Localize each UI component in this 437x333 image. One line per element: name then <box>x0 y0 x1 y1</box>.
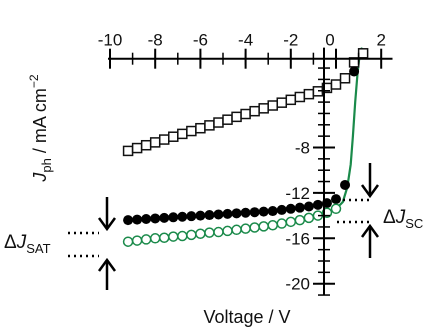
filled-circle-point <box>177 211 188 222</box>
open-square-point <box>285 94 297 106</box>
open-circle-point <box>258 221 269 232</box>
open-square-point <box>158 134 170 145</box>
open-circle-point <box>240 223 251 234</box>
delta-j-sat-label: ΔJSAT <box>4 232 51 256</box>
open-square-point <box>222 114 233 125</box>
filled-circle-point <box>340 179 351 190</box>
open-circle-point <box>285 216 297 228</box>
open-square-point <box>149 137 161 148</box>
delta-j-sc-annotation: ΔJSC <box>337 163 423 258</box>
filled-circle-point <box>123 215 134 226</box>
open-square-point <box>303 88 315 100</box>
open-circle-point <box>231 224 242 236</box>
filled-circle-point <box>249 207 260 218</box>
open-square-point <box>267 100 278 111</box>
open-square-point <box>240 108 251 120</box>
open-square-point <box>177 128 188 140</box>
delta-j-sc-label: ΔJSC <box>383 207 423 231</box>
filled-circle-point <box>159 212 170 223</box>
open-square-point <box>140 139 152 151</box>
open-square-point <box>357 48 369 59</box>
filled-circle-point <box>331 194 341 205</box>
filled-circle-point <box>258 206 269 217</box>
open-square-point <box>294 91 306 103</box>
open-circle-point <box>276 218 288 229</box>
x-tick-label: 0 <box>325 31 334 50</box>
x-tick-label: -10 <box>98 31 123 50</box>
open-circle-point <box>222 225 233 237</box>
open-circle-point <box>168 231 179 242</box>
filled-circle-point <box>222 208 233 219</box>
filled-circle-point <box>204 210 215 221</box>
open-square-point <box>131 142 143 154</box>
open-square-point <box>186 125 197 137</box>
open-circle-point <box>122 236 134 247</box>
filled-circle-point <box>276 204 287 215</box>
x-tick-label: -8 <box>148 31 163 50</box>
open-square-point <box>276 97 288 108</box>
y-tick-label: -12 <box>285 184 310 203</box>
filled-circle-point <box>267 206 278 217</box>
open-circle-point <box>158 232 170 243</box>
filled-circle-point <box>132 214 143 225</box>
open-circle-point <box>140 234 152 245</box>
filled-circle-point <box>213 209 224 220</box>
open-circle-point <box>303 212 315 224</box>
sat-down-arrow <box>97 197 117 232</box>
open-square-point <box>122 145 134 157</box>
open-circle-point <box>204 227 215 238</box>
filled-circle-point <box>195 210 206 221</box>
filled-circle-point <box>285 203 296 214</box>
open-circle-point <box>186 229 197 241</box>
delta-j-sat-annotation: ΔJSAT <box>4 197 117 290</box>
y-tick-label: -8 <box>295 139 310 158</box>
open-square-point <box>330 79 342 90</box>
x-tick-label: -2 <box>283 31 298 50</box>
sc-up-arrow <box>360 223 380 258</box>
filled-circle-point <box>141 214 152 225</box>
open-circle-point <box>330 203 342 215</box>
open-square-point <box>195 122 206 134</box>
open-circle-point <box>177 230 188 242</box>
open-square-point <box>249 105 260 117</box>
filled-circle-point <box>240 207 251 218</box>
y-axis-title: Jph / mA cm−2 <box>27 74 54 182</box>
filled-circle-point <box>312 199 323 210</box>
open-circle-point <box>267 219 278 231</box>
y-tick-label: -16 <box>285 229 310 248</box>
filled-circle-point <box>349 66 360 77</box>
x-tick-label: -6 <box>193 31 208 50</box>
y-tick-label: -20 <box>285 275 310 294</box>
x-tick-label: 2 <box>376 31 385 50</box>
open-circle-point <box>131 235 143 246</box>
sc-down-arrow <box>360 163 380 199</box>
open-square-point <box>204 120 215 131</box>
open-square-point <box>231 111 242 123</box>
filled-circle-point <box>186 211 197 222</box>
open-circle-point <box>249 222 260 233</box>
open-square-point <box>213 117 224 128</box>
open-square-point <box>168 131 179 142</box>
filled-circle-point <box>294 202 305 213</box>
series-layer <box>122 47 369 247</box>
sat-up-arrow <box>97 257 117 290</box>
open-square-point <box>258 103 269 114</box>
x-axis-title: Voltage / V <box>203 307 290 327</box>
open-circle-point <box>213 226 224 238</box>
axes-layer: -10 -8 -6 -4 -2 0 2-8-12-16-20 <box>98 31 393 296</box>
filled-circle-point <box>150 213 161 224</box>
filled-circle-point <box>231 208 242 219</box>
x-tick-label: -4 <box>238 31 253 50</box>
open-circle-point <box>195 228 206 240</box>
open-square-point <box>339 73 351 84</box>
open-circle-point <box>294 214 306 226</box>
open-circle-point <box>149 233 161 244</box>
filled-circle-point <box>303 201 314 212</box>
filled-circle-point <box>168 212 179 223</box>
